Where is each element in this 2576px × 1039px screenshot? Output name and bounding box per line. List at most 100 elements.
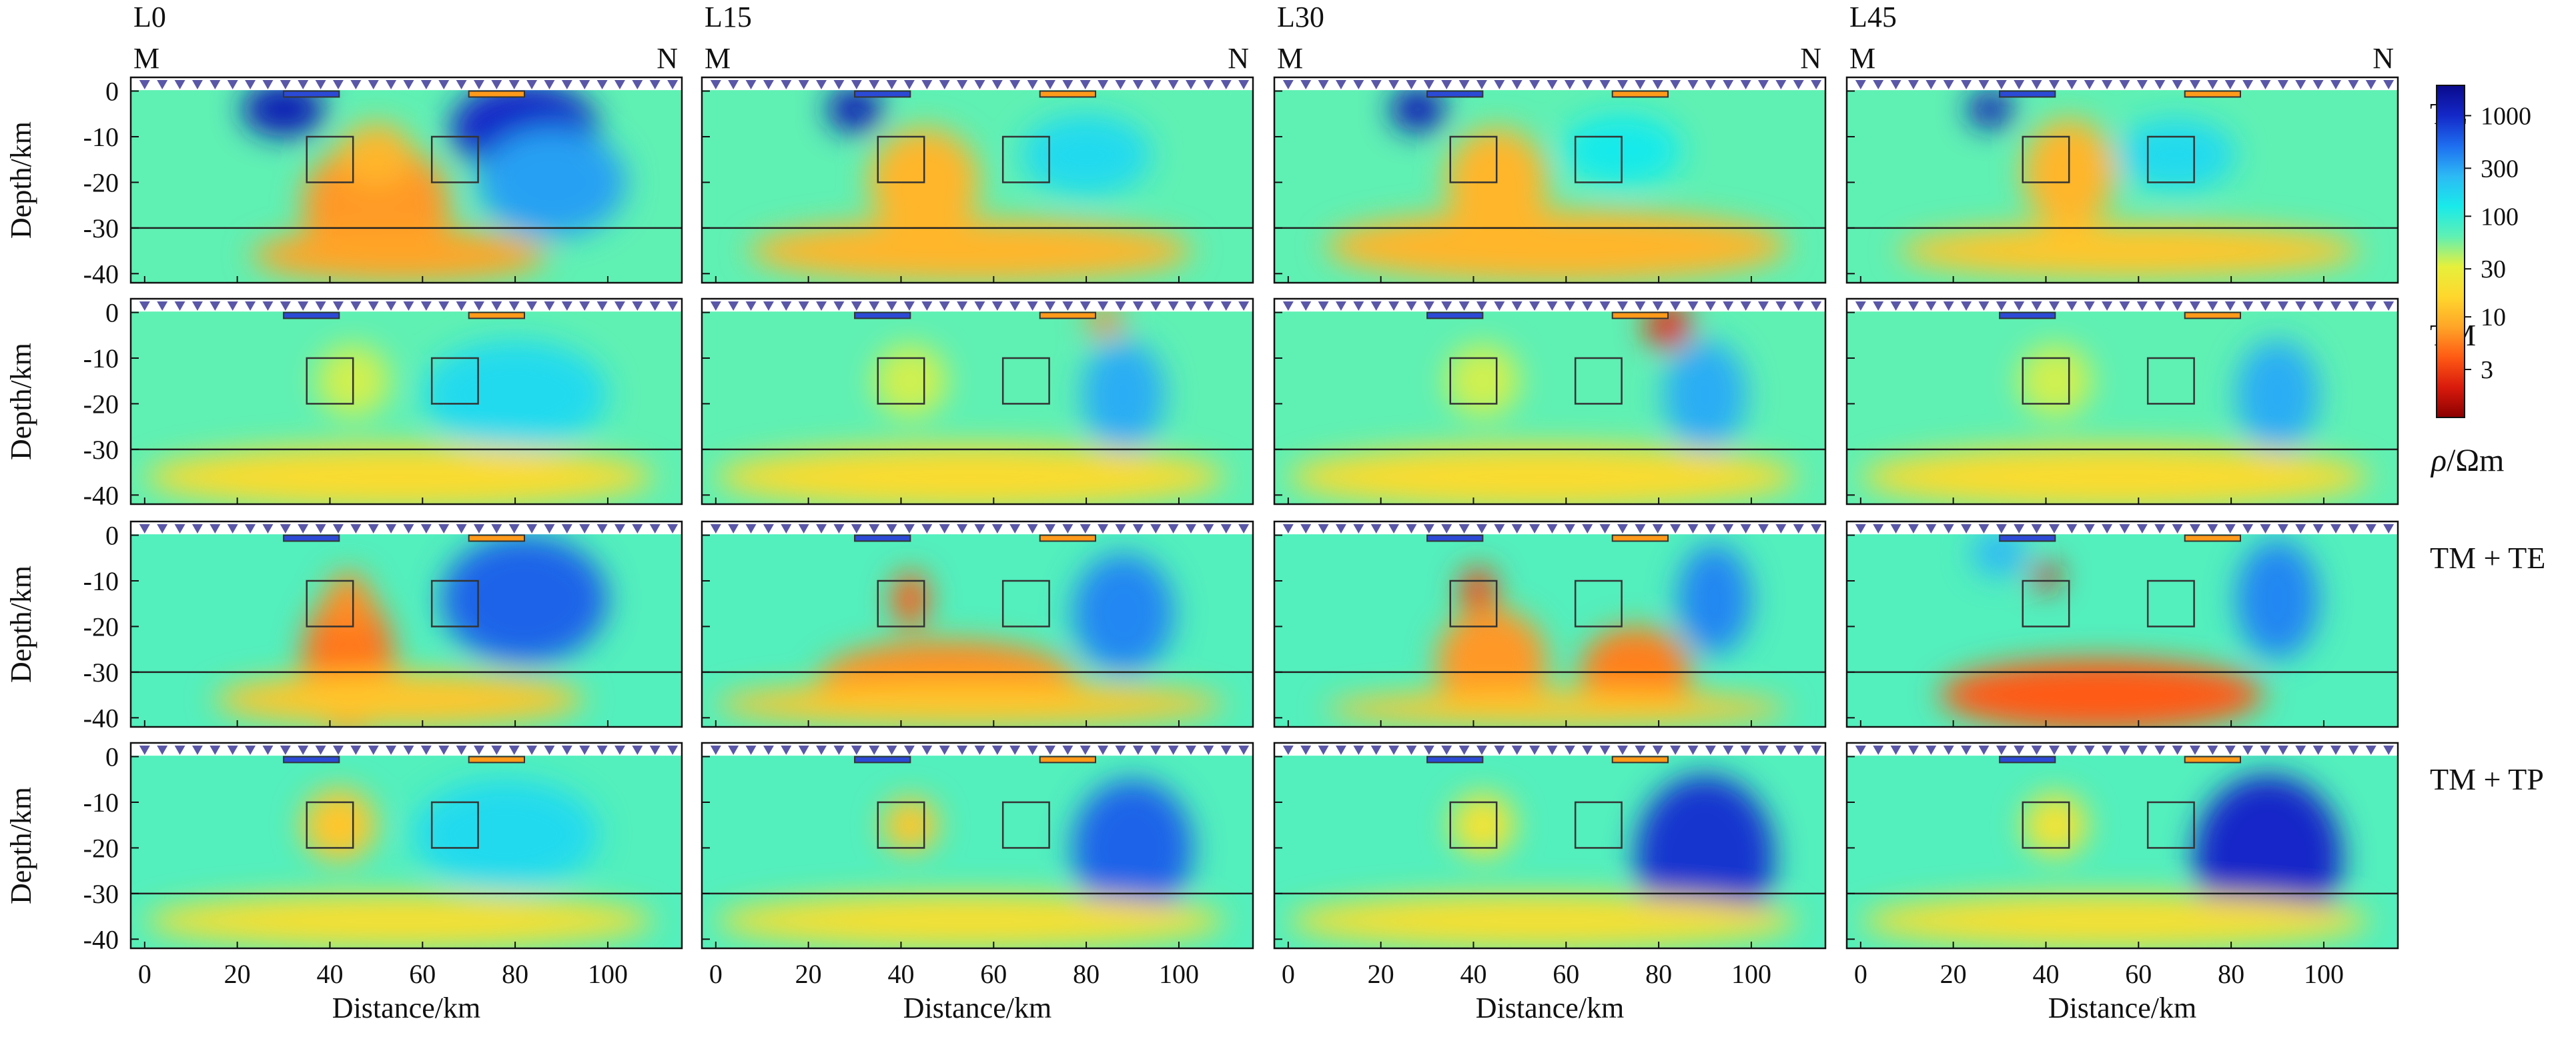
station-triangle bbox=[561, 746, 572, 755]
resistivity-anomaly bbox=[413, 779, 599, 890]
station-triangle bbox=[561, 301, 572, 311]
station-triangle bbox=[921, 524, 933, 534]
station-triangle bbox=[957, 524, 968, 534]
station-triangle bbox=[921, 80, 933, 89]
station-triangle bbox=[1617, 301, 1628, 311]
x-tick-label: 20 bbox=[224, 959, 251, 989]
x-tick-label: 40 bbox=[316, 959, 343, 989]
panel-frame bbox=[129, 76, 683, 284]
station-triangle bbox=[350, 524, 362, 534]
station-triangle bbox=[1458, 524, 1470, 534]
station-triangle bbox=[2102, 746, 2113, 755]
station-triangle bbox=[816, 524, 827, 534]
station-triangle bbox=[191, 746, 203, 755]
station-triangle bbox=[2312, 80, 2324, 89]
surface-conductor-box bbox=[1999, 90, 2056, 98]
station-triangle bbox=[745, 746, 757, 755]
station-triangle bbox=[1494, 746, 1505, 755]
station-triangle bbox=[403, 524, 414, 534]
station-triangle bbox=[1300, 80, 1312, 89]
station-triangle bbox=[1203, 80, 1214, 89]
profile-end-label: N bbox=[1800, 42, 1821, 75]
station-triangle bbox=[2031, 80, 2042, 89]
surface-conductor-box bbox=[1999, 311, 2056, 319]
panel-tmte-l30 bbox=[1273, 520, 1827, 728]
station-triangle bbox=[298, 301, 309, 311]
resistivity-anomaly bbox=[882, 798, 938, 853]
station-triangle bbox=[1132, 301, 1144, 311]
station-triangle bbox=[2260, 301, 2271, 311]
station-triangle bbox=[1370, 301, 1382, 311]
station-triangle bbox=[1185, 524, 1196, 534]
profile-end-label: N bbox=[1228, 42, 1249, 75]
station-triangle bbox=[1185, 80, 1196, 89]
surface-conductor-box bbox=[854, 311, 911, 319]
resistivity-anomaly bbox=[1390, 86, 1446, 133]
resistivity-anomaly bbox=[422, 339, 608, 449]
resistivity-anomaly bbox=[827, 86, 883, 133]
station-triangle bbox=[816, 80, 827, 89]
station-triangle bbox=[1978, 301, 1990, 311]
station-triangle bbox=[869, 80, 880, 89]
station-triangle bbox=[2383, 524, 2395, 534]
station-triangle bbox=[1635, 524, 1646, 534]
station-triangle bbox=[1811, 524, 1822, 534]
station-triangle bbox=[1890, 80, 1901, 89]
resistivity-anomaly bbox=[1677, 544, 1751, 654]
station-triangle bbox=[939, 301, 950, 311]
station-triangle bbox=[745, 80, 757, 89]
station-triangle bbox=[332, 746, 344, 755]
panel-frame bbox=[1845, 742, 2399, 950]
panel-frame bbox=[701, 520, 1254, 728]
station-triangle bbox=[1757, 301, 1769, 311]
station-triangle bbox=[1511, 524, 1523, 534]
station-triangle bbox=[1388, 524, 1400, 534]
station-markers bbox=[710, 524, 1250, 534]
resistivity-anomaly bbox=[1436, 608, 1548, 718]
station-markers bbox=[1855, 301, 2395, 311]
station-triangle bbox=[1855, 524, 1866, 534]
station-triangle bbox=[1855, 301, 1866, 311]
station-triangle bbox=[1458, 746, 1470, 755]
station-triangle bbox=[1529, 524, 1541, 534]
station-triangle bbox=[1635, 746, 1646, 755]
station-triangle bbox=[526, 524, 538, 534]
resistivity-anomaly bbox=[144, 445, 655, 504]
station-triangle bbox=[2031, 524, 2042, 534]
target-box bbox=[306, 801, 354, 849]
station-triangle bbox=[2172, 301, 2183, 311]
station-triangle bbox=[2242, 746, 2254, 755]
station-triangle bbox=[1511, 301, 1523, 311]
station-triangle bbox=[596, 301, 608, 311]
station-triangle bbox=[974, 746, 985, 755]
target-box bbox=[1574, 357, 1623, 405]
x-axis-label: Distance/km bbox=[332, 992, 480, 1024]
station-triangle bbox=[1511, 80, 1523, 89]
panel-te-l30: L30 M N bbox=[1273, 1, 1827, 284]
colorbar-tick-label: 3 bbox=[2481, 356, 2493, 384]
station-triangle bbox=[1062, 80, 1074, 89]
station-triangle bbox=[833, 80, 845, 89]
station-triangle bbox=[1943, 746, 1954, 755]
resistivity-anomaly bbox=[302, 788, 376, 862]
station-triangle bbox=[1582, 524, 1593, 534]
resistivity-anomaly bbox=[1450, 793, 1515, 858]
station-triangle bbox=[1044, 524, 1055, 534]
station-triangle bbox=[1220, 301, 1232, 311]
station-triangle bbox=[991, 301, 1003, 311]
station-triangle bbox=[1529, 301, 1541, 311]
station-triangle bbox=[763, 80, 774, 89]
station-triangle bbox=[1098, 746, 1109, 755]
station-triangle bbox=[1793, 746, 1804, 755]
station-triangle bbox=[2102, 80, 2113, 89]
station-triangle bbox=[1529, 80, 1541, 89]
station-triangle bbox=[2119, 80, 2130, 89]
station-triangle bbox=[1150, 746, 1162, 755]
station-triangle bbox=[991, 80, 1003, 89]
station-markers bbox=[1855, 80, 2395, 89]
station-triangle bbox=[1441, 524, 1452, 534]
resistivity-anomalies bbox=[144, 779, 655, 948]
station-triangle bbox=[2084, 746, 2095, 755]
resistivity-anomaly bbox=[1288, 445, 1798, 504]
station-triangle bbox=[456, 524, 467, 534]
